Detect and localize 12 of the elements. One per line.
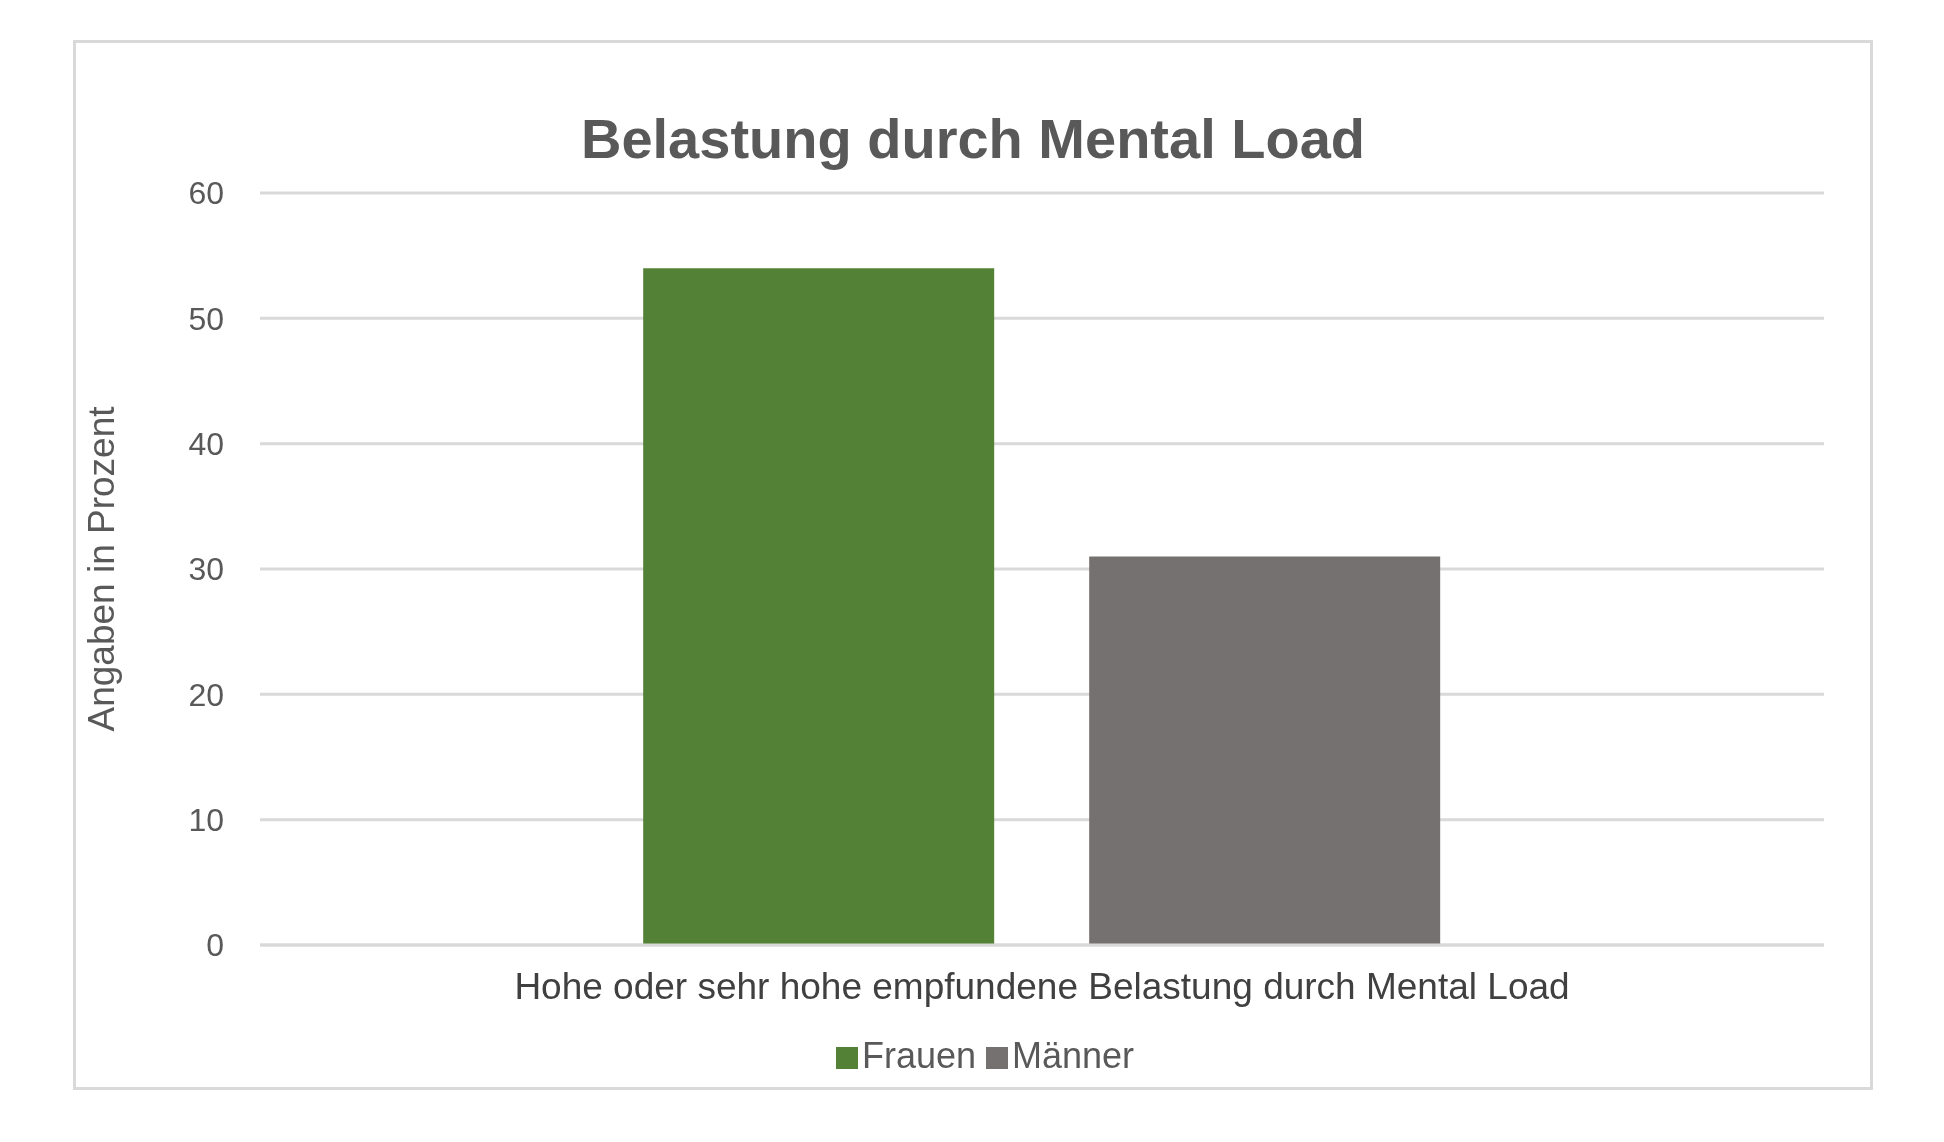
chart-title: Belastung durch Mental Load	[579, 106, 1367, 171]
legend-label: Männer	[1012, 1035, 1135, 1076]
x-tick-label: Hohe oder sehr hohe empfundene Belastung durch Mental Load	[514, 966, 1570, 1008]
y-tick-label: 0	[206, 927, 224, 964]
y-tick-label: 10	[188, 802, 224, 839]
y-tick-label: 20	[188, 676, 224, 713]
y-axis-title: Angaben in Prozent	[81, 405, 123, 732]
legend-label: Frauen	[861, 1035, 976, 1076]
y-tick-label: 40	[188, 426, 224, 463]
y-tick-label: 30	[188, 551, 224, 588]
y-tick-label: 50	[188, 300, 224, 337]
y-tick-label: 60	[188, 175, 224, 212]
